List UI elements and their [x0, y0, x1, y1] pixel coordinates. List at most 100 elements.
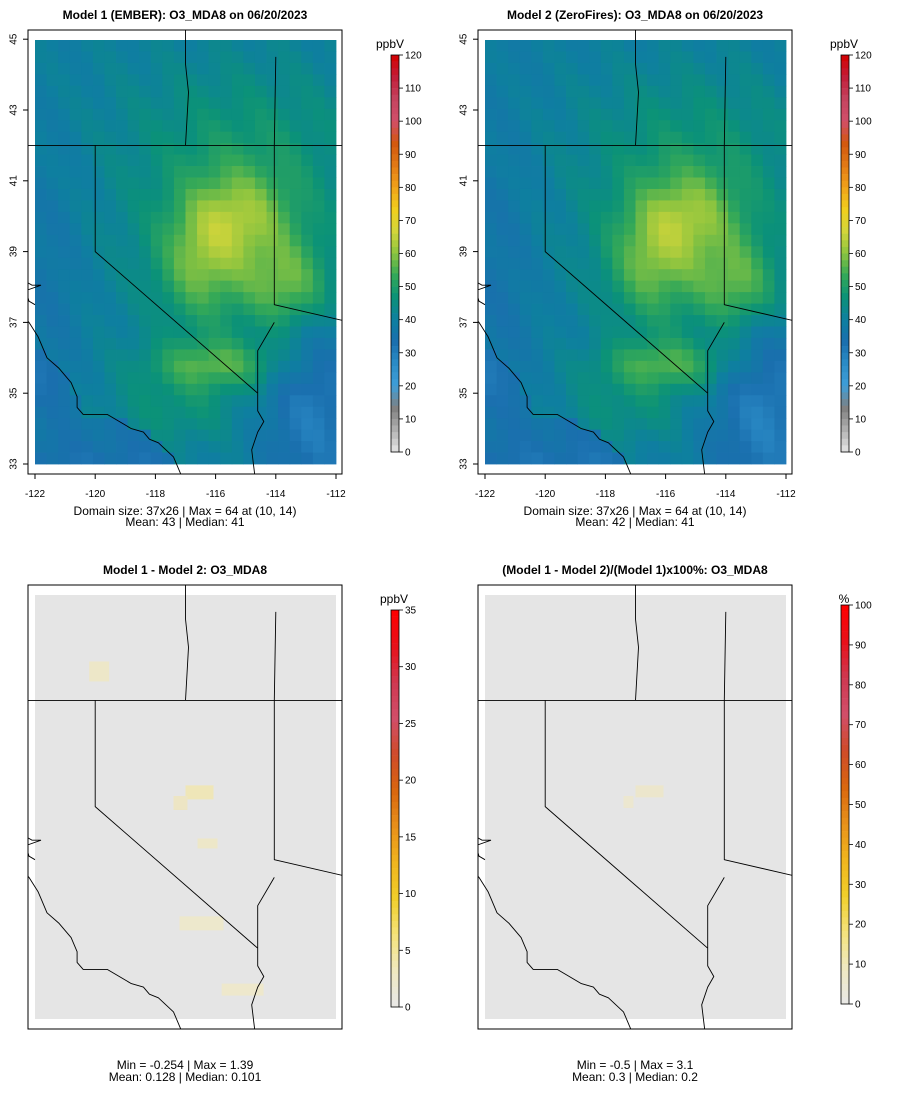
heatmap-cell: [716, 441, 729, 453]
heatmap-cell: [542, 257, 555, 270]
heatmap-cell: [35, 441, 47, 453]
heatmap-cell: [301, 452, 314, 465]
heatmap-cell: [762, 74, 775, 87]
heatmap-cell: [162, 303, 175, 316]
heatmap-cell: [289, 418, 302, 431]
heatmap-cell: [139, 166, 152, 178]
heatmap-cell: [220, 85, 233, 98]
colorbar-segment: [841, 791, 849, 799]
heatmap-cell: [519, 372, 532, 385]
heatmap-cell: [185, 372, 198, 385]
heatmap-cell: [220, 269, 233, 282]
heatmap-cell: [104, 246, 117, 259]
heatmap-cell: [542, 200, 555, 213]
heatmap-cell: [162, 74, 175, 87]
colorbar-segment: [841, 924, 849, 932]
heatmap-cell: [751, 452, 764, 465]
heatmap-cell: [751, 177, 764, 190]
colorbar-segment: [391, 834, 399, 842]
heatmap-cell: [92, 120, 105, 133]
heatmap-cell: [716, 246, 729, 259]
heatmap-cell: [150, 406, 163, 419]
heatmap-cell: [301, 395, 314, 408]
heatmap-cell: [301, 154, 314, 167]
x-axis-ticks: -122 -120 -118 -116 -114 -112: [475, 474, 796, 500]
heatmap-cell: [612, 188, 625, 201]
heatmap-cell: [104, 120, 117, 133]
colorbar-segment: [391, 438, 399, 446]
heatmap-cell: [670, 326, 683, 339]
colorbar-segment: [391, 134, 399, 142]
heatmap-cell: [542, 360, 555, 373]
heatmap-cell: [600, 74, 613, 87]
heatmap-cell: [577, 337, 590, 350]
colorbar-segment: [841, 114, 849, 122]
heatmap-cell: [485, 452, 497, 465]
heatmap-cell: [81, 120, 94, 133]
heatmap-cell: [531, 154, 544, 167]
heatmap-cell: [185, 326, 198, 339]
heatmap-cell: [566, 303, 579, 316]
heatmap-cell: [531, 337, 544, 350]
heatmap-cell: [623, 40, 636, 52]
heatmap-cell: [728, 383, 741, 396]
heatmap-cell: [635, 292, 648, 304]
colorbar-segment: [391, 623, 399, 631]
colorbar-segment: [841, 871, 849, 878]
heatmap-cell: [139, 257, 152, 270]
heatmap-cell: [46, 395, 59, 408]
heatmap-cell: [508, 120, 521, 133]
heatmap-cell: [185, 349, 198, 362]
heatmap-cell: [324, 452, 337, 465]
heatmap-cell: [658, 315, 671, 327]
boundary-line: [28, 320, 182, 474]
heatmap-cell: [58, 154, 71, 167]
heatmap-cell: [208, 360, 221, 373]
heatmap-cell: [577, 234, 590, 247]
heatmap-cell: [243, 85, 256, 98]
heatmap-cell: [542, 441, 555, 453]
colorbar-segment: [841, 824, 849, 832]
heatmap-cell: [220, 143, 233, 155]
heatmap-cell: [301, 234, 314, 247]
heatmap-cell: [496, 315, 509, 327]
heatmap-cell: [104, 211, 117, 224]
heatmap-cell: [254, 452, 267, 465]
heatmap-cell: [542, 337, 555, 350]
heatmap-cell: [693, 234, 706, 247]
heatmap-cell: [600, 395, 613, 408]
heatmap-cell: [647, 360, 660, 373]
heatmap-cell: [35, 131, 47, 144]
heatmap-cell: [716, 120, 729, 133]
heatmap-cell: [35, 326, 47, 339]
heatmap-cell: [531, 223, 544, 236]
heatmap-cell: [266, 131, 279, 144]
heatmap-cell: [243, 40, 256, 52]
heatmap-cell: [623, 406, 636, 419]
heatmap-cell: [519, 315, 532, 327]
heatmap-grid: [35, 40, 337, 465]
heatmap-cell: [254, 120, 267, 133]
heatmap-cell: [69, 337, 82, 350]
heatmap-cell: [208, 246, 221, 259]
colorbar-segment: [391, 418, 399, 426]
heatmap-cell: [589, 395, 602, 408]
heatmap-cell: [46, 74, 59, 87]
heatmap-cell: [623, 234, 636, 247]
colorbar-segment: [391, 920, 399, 928]
heatmap-cell: [278, 143, 291, 155]
heatmap-cell: [774, 234, 787, 247]
heatmap-cell: [162, 200, 175, 213]
heatmap-cell: [58, 441, 71, 453]
heatmap-cell: [774, 349, 787, 362]
heatmap-cell: [266, 62, 279, 75]
heatmap-cell: [197, 269, 210, 282]
heatmap-cell: [162, 62, 175, 75]
colorbar-segment: [841, 107, 849, 115]
heatmap-cell: [185, 234, 198, 247]
colorbar-segment: [841, 811, 849, 819]
heatmap-cell: [139, 280, 152, 293]
colorbar-segment: [841, 94, 849, 102]
heatmap-cell: [301, 441, 314, 453]
heatmap-cell: [150, 234, 163, 247]
